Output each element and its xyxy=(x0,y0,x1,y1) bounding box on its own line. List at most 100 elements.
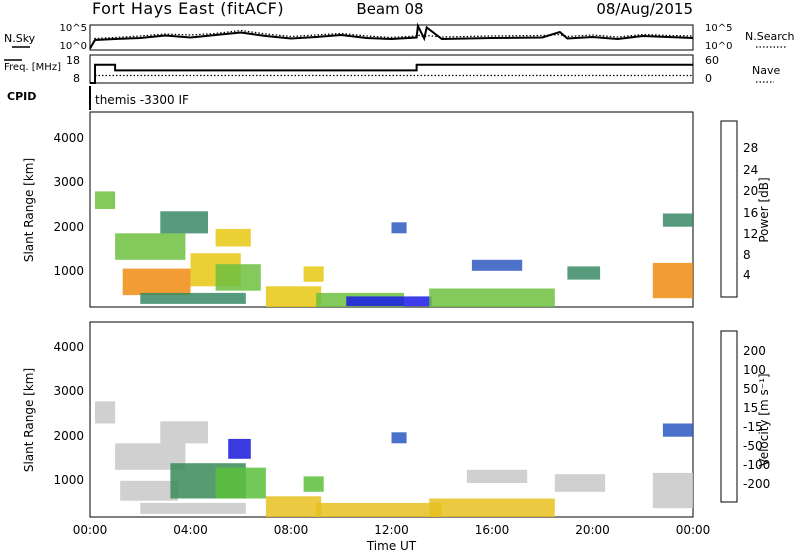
velocity-patch-15 xyxy=(662,423,693,437)
freq-left-tick-bottom: 8 xyxy=(73,72,80,85)
station-title: Fort Hays East (fitACF) xyxy=(92,0,284,18)
noise-sky-series xyxy=(89,22,694,50)
freq-right-label: Nave xyxy=(752,64,780,77)
vel-cb-tick-neg200: -200 xyxy=(743,477,770,491)
xtick-0400: 04:00 xyxy=(173,523,208,537)
freq-series xyxy=(90,63,693,84)
power-ylabel: Slant Range [km] xyxy=(22,158,36,262)
cpid-label: CPID xyxy=(7,90,36,103)
velocity-patch-14 xyxy=(652,472,693,509)
power-colorbar-ticks: 4 8 12 16 20 24 28 xyxy=(743,141,758,282)
power-colorbar xyxy=(720,120,738,298)
noise-panel: N.Sky 10^5 10^0 10^5 10^0 N.Search xyxy=(4,22,795,52)
power-patch-0 xyxy=(95,191,116,209)
noise-left-label: N.Sky xyxy=(4,32,36,45)
power-cb-tick-28: 28 xyxy=(743,141,758,155)
velocity-patch-5 xyxy=(215,467,266,499)
vel-cb-tick-15: 15 xyxy=(743,401,758,415)
power-patch-13 xyxy=(471,259,523,271)
xtick-0000: 00:00 xyxy=(73,523,108,537)
time-axis: 00:00 04:00 08:00 12:00 16:00 20:00 00:0… xyxy=(73,523,711,553)
velocity-yaxis: 1000 2000 3000 4000 xyxy=(53,340,84,487)
noise-right-tick-top: 10^5 xyxy=(705,23,732,34)
power-patch-16 xyxy=(662,213,693,227)
velocity-patch-7 xyxy=(140,502,246,514)
freq-panel-frame xyxy=(89,54,694,84)
power-patch-6 xyxy=(215,228,251,247)
velocity-patch-16 xyxy=(391,432,407,444)
freq-left-tick-top: 18 xyxy=(66,54,80,67)
power-ytick-1000: 1000 xyxy=(53,264,84,278)
power-patch-17 xyxy=(391,222,407,234)
vel-cb-tick-100: 100 xyxy=(743,363,766,377)
vel-cb-tick-200: 200 xyxy=(743,344,766,358)
power-patch-3 xyxy=(122,268,191,296)
noise-right-label: N.Search xyxy=(745,30,795,43)
power-yaxis: 1000 2000 3000 4000 xyxy=(53,131,84,278)
power-patch-8 xyxy=(265,286,322,307)
velocity-patch-2 xyxy=(160,421,208,444)
power-cb-tick-4: 4 xyxy=(743,268,751,282)
power-patch-15 xyxy=(652,262,693,299)
power-ytick-4000: 4000 xyxy=(53,131,84,145)
power-colorbar-label: Power [dB] xyxy=(757,177,771,242)
xtick-2400: 00:00 xyxy=(676,523,711,537)
power-cb-tick-20: 20 xyxy=(743,184,758,198)
power-patch-11 xyxy=(346,296,432,307)
power-colorbar-frame xyxy=(720,120,738,298)
power-patch-12 xyxy=(429,288,555,307)
velocity-ytick-4000: 4000 xyxy=(53,340,84,354)
power-cb-tick-8: 8 xyxy=(743,248,751,262)
velocity-panel: 1000 2000 3000 4000 Slant Range [km] 200… xyxy=(22,321,771,518)
xtick-1600: 16:00 xyxy=(475,523,510,537)
vel-cb-tick-50: 50 xyxy=(743,382,758,396)
xtick-0800: 08:00 xyxy=(274,523,309,537)
noise-right-tick-bottom: 10^0 xyxy=(705,41,732,52)
velocity-patch-9 xyxy=(303,476,324,492)
freq-left-label: Freq. [MHz] xyxy=(4,62,61,73)
velocity-ytick-1000: 1000 xyxy=(53,473,84,487)
velocity-colorbar-label: Velocity [m s⁻¹] xyxy=(757,373,771,466)
power-patch-9 xyxy=(303,266,324,282)
velocity-colorbar xyxy=(720,330,738,503)
x-axis-label: Time UT xyxy=(366,539,417,553)
noise-left-tick-top: 10^5 xyxy=(60,23,87,34)
velocity-ylabel: Slant Range [km] xyxy=(22,368,36,472)
velocity-ytick-3000: 3000 xyxy=(53,384,84,398)
power-patches xyxy=(95,191,693,307)
velocity-colorbar-frame xyxy=(720,330,738,503)
cpid-value: themis -3300 IF xyxy=(95,93,189,107)
velocity-colorbar-ticks: 200 100 50 15 -15 -50 -100 -200 xyxy=(743,344,770,491)
vel-cb-tick-neg100: -100 xyxy=(743,458,770,472)
noise-left-tick-bottom: 10^0 xyxy=(60,41,87,52)
velocity-patch-6 xyxy=(228,438,251,459)
power-ytick-3000: 3000 xyxy=(53,175,84,189)
power-patch-14 xyxy=(567,266,601,280)
xtick-2000: 20:00 xyxy=(575,523,610,537)
freq-right-tick-bottom: 0 xyxy=(705,72,712,85)
power-patch-1 xyxy=(115,233,186,260)
velocity-patch-8 xyxy=(265,496,322,517)
freq-right-tick-top: 60 xyxy=(705,54,719,67)
velocity-patch-0 xyxy=(95,401,116,424)
power-patch-5 xyxy=(215,264,261,291)
power-ytick-2000: 2000 xyxy=(53,220,84,234)
beam-title: Beam 08 xyxy=(356,0,423,18)
velocity-patch-13 xyxy=(554,474,606,492)
power-panel: 1000 2000 3000 4000 Slant Range [km] 4 8… xyxy=(22,111,771,308)
velocity-patch-3 xyxy=(120,480,178,501)
velocity-ytick-2000: 2000 xyxy=(53,429,84,443)
velocity-patches xyxy=(95,401,693,517)
power-patch-2 xyxy=(160,211,208,234)
frequency-panel: Freq. [MHz] 18 8 60 0 Nave xyxy=(4,54,780,85)
xtick-1200: 12:00 xyxy=(374,523,409,537)
power-patch-7 xyxy=(140,292,246,304)
vel-cb-tick-neg15: -15 xyxy=(743,420,763,434)
power-cb-tick-24: 24 xyxy=(743,163,758,177)
date-title: 08/Aug/2015 xyxy=(596,0,693,18)
power-cb-tick-16: 16 xyxy=(743,206,758,220)
velocity-patch-10 xyxy=(316,502,442,517)
velocity-patch-12 xyxy=(466,469,528,483)
vel-cb-tick-neg50: -50 xyxy=(743,439,763,453)
